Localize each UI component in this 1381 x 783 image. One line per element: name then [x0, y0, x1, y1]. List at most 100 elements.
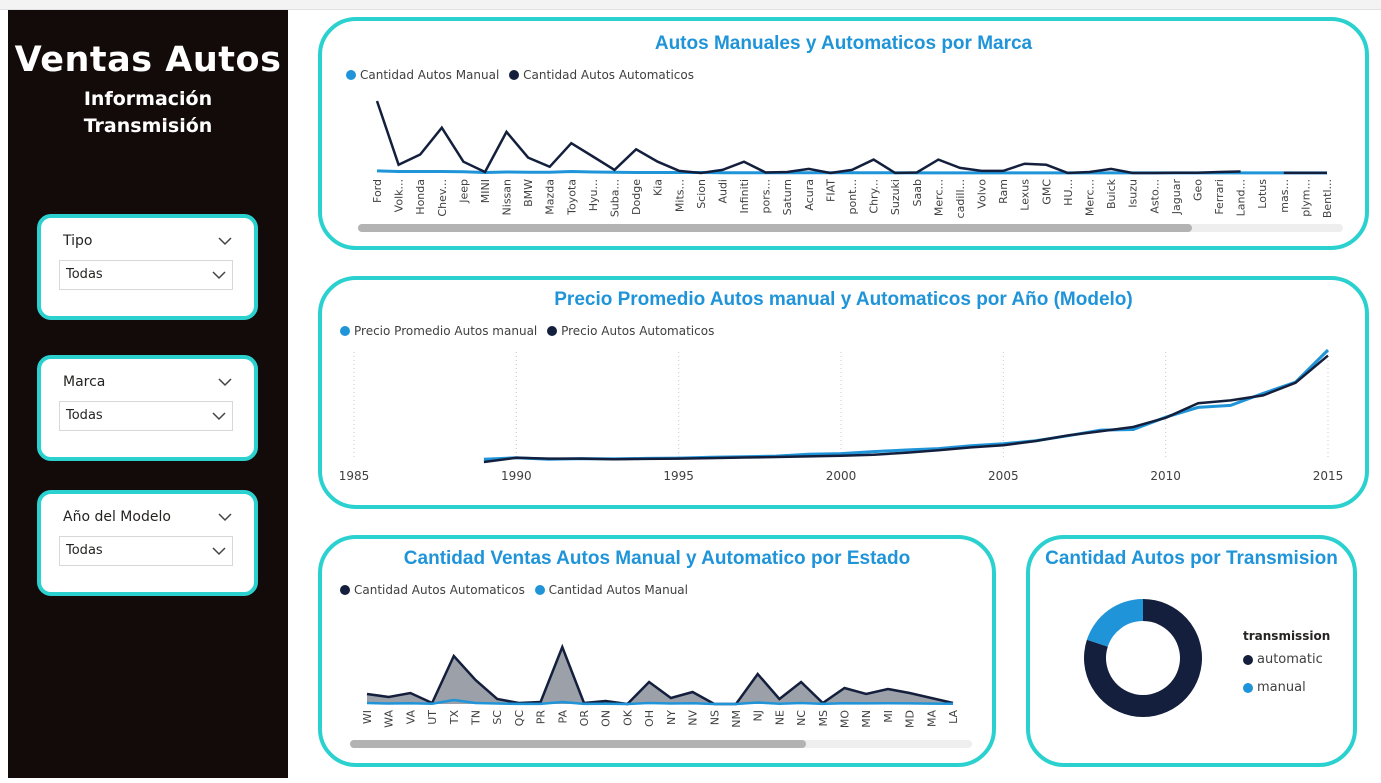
slicer-marca-label: Marca [63, 374, 106, 390]
x-tick-label: WI [361, 710, 374, 724]
legend-dot [547, 326, 558, 336]
chevron-down-icon[interactable] [218, 377, 232, 387]
x-tick-label: MS [817, 710, 830, 726]
x-tick-label: OH [643, 710, 656, 727]
slicer-tipo-dropdown[interactable]: Todas [59, 260, 233, 290]
x-tick-label: WA [383, 710, 396, 728]
x-tick-label: cadill... [954, 179, 967, 218]
x-tick-label: Asto... [1148, 179, 1161, 214]
series-line-automatic [375, 100, 1327, 175]
x-tick-label: QC [513, 710, 526, 727]
chart-title-marca: Autos Manuales y Automaticos por Marca [654, 33, 1033, 54]
slicer-marca-dropdown[interactable]: Todas [59, 401, 233, 431]
x-tick-label: 2005 [988, 469, 1019, 483]
x-tick-label: TX [448, 710, 461, 726]
sidebar-title: Ventas Autos [14, 40, 282, 80]
x-tick-label: 2010 [1150, 469, 1181, 483]
slicer-anio: Año del Modelo Todas [37, 490, 258, 596]
legend-label: manual [1257, 680, 1306, 695]
x-tick-label: NE [773, 710, 786, 725]
x-tick-label: HU... [1062, 179, 1075, 206]
horizontal-scrollbar-thumb[interactable] [358, 224, 1192, 232]
x-tick-label: Toyota [565, 179, 578, 216]
chevron-down-icon[interactable] [218, 236, 232, 246]
slicer-anio-dropdown[interactable]: Todas [59, 536, 233, 566]
x-tick-label: Ford [371, 179, 384, 203]
x-tick-label: Hyu... [587, 179, 600, 211]
legend-dot [1243, 682, 1253, 693]
legend-label: Cantidad Autos Automaticos [523, 68, 694, 82]
legend-label: Cantidad Autos Manual [548, 583, 688, 597]
donut-legend-title: transmission [1243, 629, 1331, 643]
x-tick-label: NM [730, 710, 743, 728]
x-tick-label: Jeep [457, 179, 470, 204]
x-tick-label: Merc... [1084, 179, 1097, 216]
legend-item-manual[interactable]: Precio Promedio Autos manual [340, 324, 537, 338]
x-tick-label: Geo [1192, 179, 1205, 201]
x-tick-label: Land... [1235, 179, 1248, 216]
series-area-automatic [367, 647, 953, 704]
legend-estado: Cantidad Autos Automaticos Cantidad Auto… [340, 583, 694, 598]
x-tick-label: Acura [803, 179, 816, 211]
legend-item-manual[interactable]: Cantidad Autos Manual [534, 583, 688, 597]
legend-label: automatic [1257, 652, 1323, 667]
x-tick-label: Jaguar [1170, 179, 1183, 216]
horizontal-scrollbar-thumb[interactable] [350, 740, 806, 748]
donut-legend-item-automatic[interactable]: automatic [1243, 652, 1323, 667]
chart-card-marca: Autos Manuales y Automaticos por Marca C… [318, 17, 1369, 250]
legend-item-automatic[interactable]: Cantidad Autos Automaticos [340, 583, 525, 597]
donut-legend-item-manual[interactable]: manual [1243, 680, 1306, 695]
x-tick-label: Scion [695, 179, 708, 209]
x-tick-label: NC [795, 710, 808, 726]
x-tick-label: Lexus [1019, 179, 1032, 211]
x-tick-label: FIAT [824, 179, 837, 202]
slicer-anio-value: Todas [66, 543, 103, 558]
x-tick-label: Infiniti [738, 179, 751, 214]
x-tick-label: MO [839, 710, 852, 728]
x-tick-label: Isuzu [1127, 179, 1140, 208]
x-tick-label: OR [578, 710, 591, 727]
x-tick-label: Ram [997, 179, 1010, 204]
x-tick-label: Mits... [673, 179, 686, 212]
x-tick-label: Merc... [932, 179, 945, 216]
legend-item-automatic[interactable]: Precio Autos Automaticos [547, 324, 714, 338]
x-tick-label: MN [860, 710, 873, 728]
top-bar [0, 0, 1381, 10]
sidebar-subtitle-line1: Información [83, 88, 213, 110]
x-tick-label: Honda [414, 179, 427, 215]
legend-item-automatic[interactable]: Cantidad Autos Automaticos [509, 68, 694, 82]
legend-dot [534, 585, 545, 595]
slicer-tipo-label: Tipo [63, 233, 93, 249]
chart-plot-transmision [1084, 599, 1203, 717]
x-tick-label: Bentl... [1321, 179, 1334, 218]
x-tick-label: Volk... [393, 179, 406, 212]
donut-slice-automatic [1084, 599, 1203, 717]
legend-dot [340, 585, 350, 595]
series-line-automatic [366, 643, 954, 706]
slicer-tipo: Tipo Todas [37, 214, 258, 320]
x-tick-label: Lotus [1256, 179, 1269, 209]
x-tick-label: 2000 [826, 469, 857, 483]
x-tick-label: pont... [846, 179, 859, 215]
x-tick-label: MI [882, 710, 895, 723]
x-tick-label: Dodge [630, 179, 643, 215]
x-tick-label: SC [491, 710, 504, 725]
x-tick-label: Audi [717, 179, 730, 204]
chart-card-transmision: Cantidad Autos por Transmision transmiss… [1026, 535, 1357, 767]
x-tick-label: Chry... [868, 179, 881, 214]
legend-label: Cantidad Autos Manual [360, 68, 500, 82]
chevron-down-icon[interactable] [218, 512, 232, 522]
donut-slice-manual [1086, 599, 1143, 647]
x-tick-label: 1985 [339, 469, 370, 483]
x-tick-label: Mazda [544, 179, 557, 215]
x-tick-label: OK [621, 709, 634, 726]
sidebar-subtitle-line2: Transmisión [83, 115, 213, 137]
legend-dot [346, 70, 356, 80]
x-tick-label: GMC [1040, 179, 1053, 205]
chevron-down-icon [212, 547, 226, 556]
x-tick-label: Buick [1105, 178, 1118, 209]
legend-item-manual[interactable]: Cantidad Autos Manual [346, 68, 499, 82]
x-tick-label: MD [904, 710, 917, 728]
x-tick-label: MINI [479, 179, 492, 203]
x-tick-label: 1990 [501, 469, 532, 483]
